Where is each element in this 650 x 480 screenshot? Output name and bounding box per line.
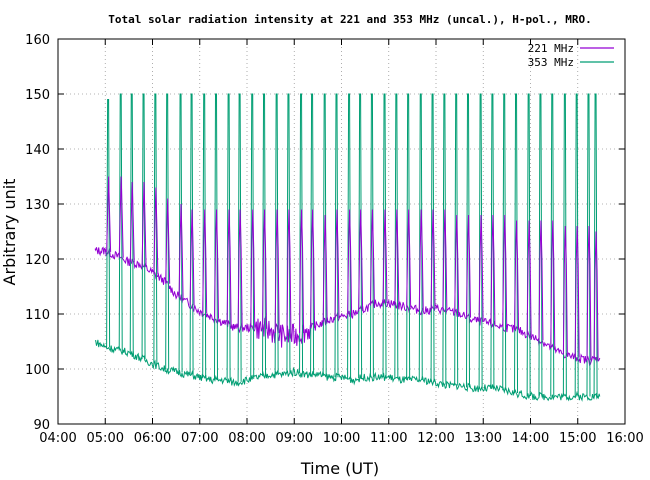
spike-221 (274, 209, 280, 334)
legend: 221 MHz 353 MHz (528, 42, 614, 69)
spike-221 (526, 220, 532, 335)
spike-221 (118, 176, 124, 258)
spike-221 (593, 231, 599, 360)
y-tick-label: 120 (25, 253, 50, 268)
spike-221 (347, 209, 353, 316)
spike-221 (226, 209, 232, 325)
spike-221 (430, 209, 436, 310)
x-tick-label: 08:00 (228, 431, 265, 446)
x-tick-label: 07:00 (181, 431, 218, 446)
spike-221 (406, 209, 412, 308)
spike-221 (129, 181, 135, 263)
y-tick-label: 150 (25, 88, 50, 103)
spike-221 (394, 209, 400, 305)
legend-label-353: 353 MHz (528, 56, 574, 69)
y-tick-label: 90 (33, 418, 50, 433)
spike-221 (418, 209, 424, 311)
spike-221 (322, 214, 328, 323)
spike-221 (562, 225, 568, 355)
x-tick-label: 15:00 (559, 431, 596, 446)
spike-221 (153, 187, 159, 275)
y-tick-label: 130 (25, 198, 50, 213)
x-tick-label: 14:00 (512, 431, 549, 446)
spike-221 (466, 214, 471, 318)
x-axis-label: Time (UT) (300, 459, 379, 478)
x-tick-label: 10:00 (323, 431, 360, 446)
spike-221 (586, 225, 592, 361)
series-line-353-mhz (94, 339, 601, 402)
chart-title: Total solar radiation intensity at 221 a… (108, 13, 591, 26)
x-tick-label: 12:00 (417, 431, 454, 446)
spike-221 (286, 209, 292, 337)
spike-221 (214, 209, 219, 319)
spike-221 (478, 214, 484, 322)
spike-221 (250, 209, 256, 328)
spike-221 (550, 220, 556, 349)
legend-label-221: 221 MHz (528, 42, 574, 55)
spike-221 (189, 209, 195, 306)
spike-221 (574, 225, 580, 358)
y-tick-label: 110 (25, 308, 50, 323)
spike-221 (382, 209, 388, 304)
spike-221 (514, 220, 520, 330)
y-tick-label: 140 (25, 143, 50, 158)
spike-221 (454, 214, 460, 314)
spike-221 (299, 209, 305, 334)
spike-221 (334, 209, 340, 319)
x-tick-label: 16:00 (606, 431, 643, 446)
y-tick-label: 160 (25, 33, 50, 48)
y-tick-label: 100 (25, 363, 50, 378)
spike-221 (490, 214, 496, 325)
spike-221 (165, 198, 171, 284)
spike-221 (442, 209, 448, 311)
spike-221 (502, 214, 508, 328)
spike-221 (358, 209, 364, 312)
spike-221 (141, 181, 147, 267)
axis-ticks: 04:00 05:00 06:00 07:00 08:00 09:00 10:00 11:00… (25, 33, 644, 446)
spike-221 (538, 220, 544, 341)
x-tick-label: 09:00 (276, 431, 313, 446)
spike-221 (310, 209, 316, 328)
spike-221 (237, 209, 243, 328)
spike-221 (202, 209, 208, 314)
x-tick-label: 05:00 (87, 431, 124, 446)
spike-221 (369, 209, 375, 306)
series-layer (94, 93, 601, 402)
x-tick-label: 13:00 (465, 431, 502, 446)
y-axis-label: Arbitrary unit (0, 179, 19, 286)
x-tick-label: 04:00 (39, 431, 76, 446)
x-tick-label: 06:00 (134, 431, 171, 446)
x-tick-label: 11:00 (370, 431, 407, 446)
spike-221 (106, 176, 112, 252)
spike-221 (262, 209, 268, 329)
spike-221 (178, 203, 184, 298)
